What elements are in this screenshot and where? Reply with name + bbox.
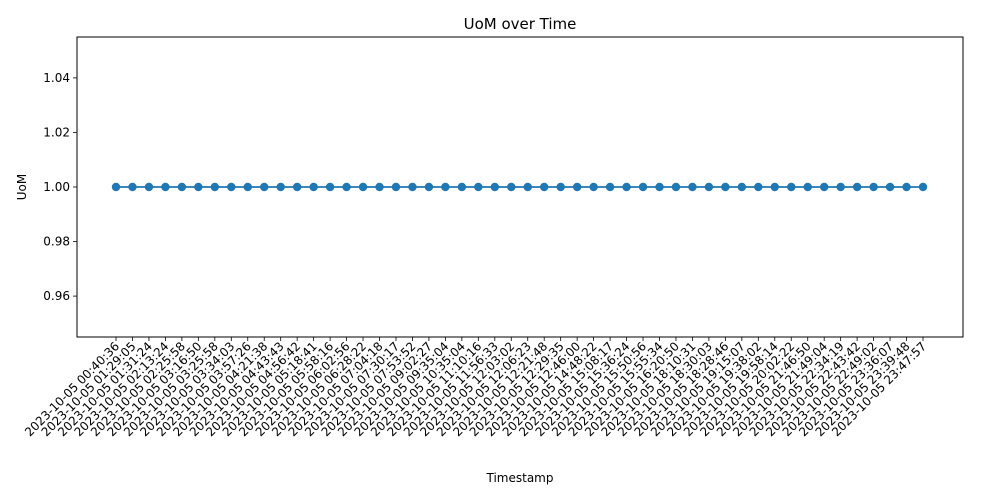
data-point (622, 182, 631, 192)
data-point (918, 182, 928, 192)
data-point (523, 182, 532, 192)
series-markers (111, 182, 928, 192)
data-point (589, 182, 598, 192)
data-point (325, 182, 335, 192)
data-point (128, 182, 137, 192)
data-point (210, 182, 220, 192)
y-axis: 0.96 0.98 1.00 1.02 1.04 (43, 71, 77, 303)
data-point (655, 182, 664, 192)
data-point (688, 182, 697, 192)
data-point (787, 182, 796, 192)
data-point (424, 182, 434, 192)
data-point (852, 182, 862, 192)
data-point (408, 182, 417, 192)
data-point (819, 182, 829, 192)
data-point (457, 182, 467, 192)
data-point (260, 182, 269, 192)
data-point (276, 182, 285, 192)
data-point (754, 182, 763, 192)
data-point (556, 182, 565, 192)
y-tick-label: 1.00 (43, 180, 70, 194)
data-point (507, 182, 516, 192)
data-point (869, 182, 878, 192)
y-axis-label: UoM (15, 174, 29, 200)
data-point (770, 182, 779, 192)
y-tick-label: 0.98 (43, 235, 70, 249)
data-point (227, 182, 236, 192)
data-point (638, 182, 648, 192)
data-point (671, 182, 681, 192)
data-point (441, 182, 450, 192)
chart-title: UoM over Time (464, 15, 577, 33)
y-tick-label: 0.96 (43, 289, 70, 303)
y-tick-label: 1.02 (43, 125, 70, 139)
data-point (161, 182, 170, 192)
data-point (111, 182, 121, 192)
data-point (292, 182, 302, 192)
data-point (885, 182, 895, 192)
data-point (144, 182, 154, 192)
data-point (375, 182, 384, 192)
data-point (704, 182, 714, 192)
data-point (572, 182, 582, 192)
data-point (474, 182, 483, 192)
data-point (836, 182, 845, 192)
x-axis-label: Timestamp (486, 471, 554, 485)
data-point (540, 182, 549, 192)
data-point (243, 182, 252, 192)
data-point (309, 182, 318, 192)
data-point (490, 182, 499, 192)
data-point (605, 182, 615, 192)
data-point (721, 182, 730, 192)
data-point (194, 182, 203, 192)
data-point (177, 182, 187, 192)
data-point (391, 182, 401, 192)
data-point (803, 182, 812, 192)
data-point (902, 182, 911, 192)
data-point (358, 182, 368, 192)
data-point (342, 182, 351, 192)
y-tick-label: 1.04 (43, 71, 70, 85)
data-point (737, 182, 747, 192)
